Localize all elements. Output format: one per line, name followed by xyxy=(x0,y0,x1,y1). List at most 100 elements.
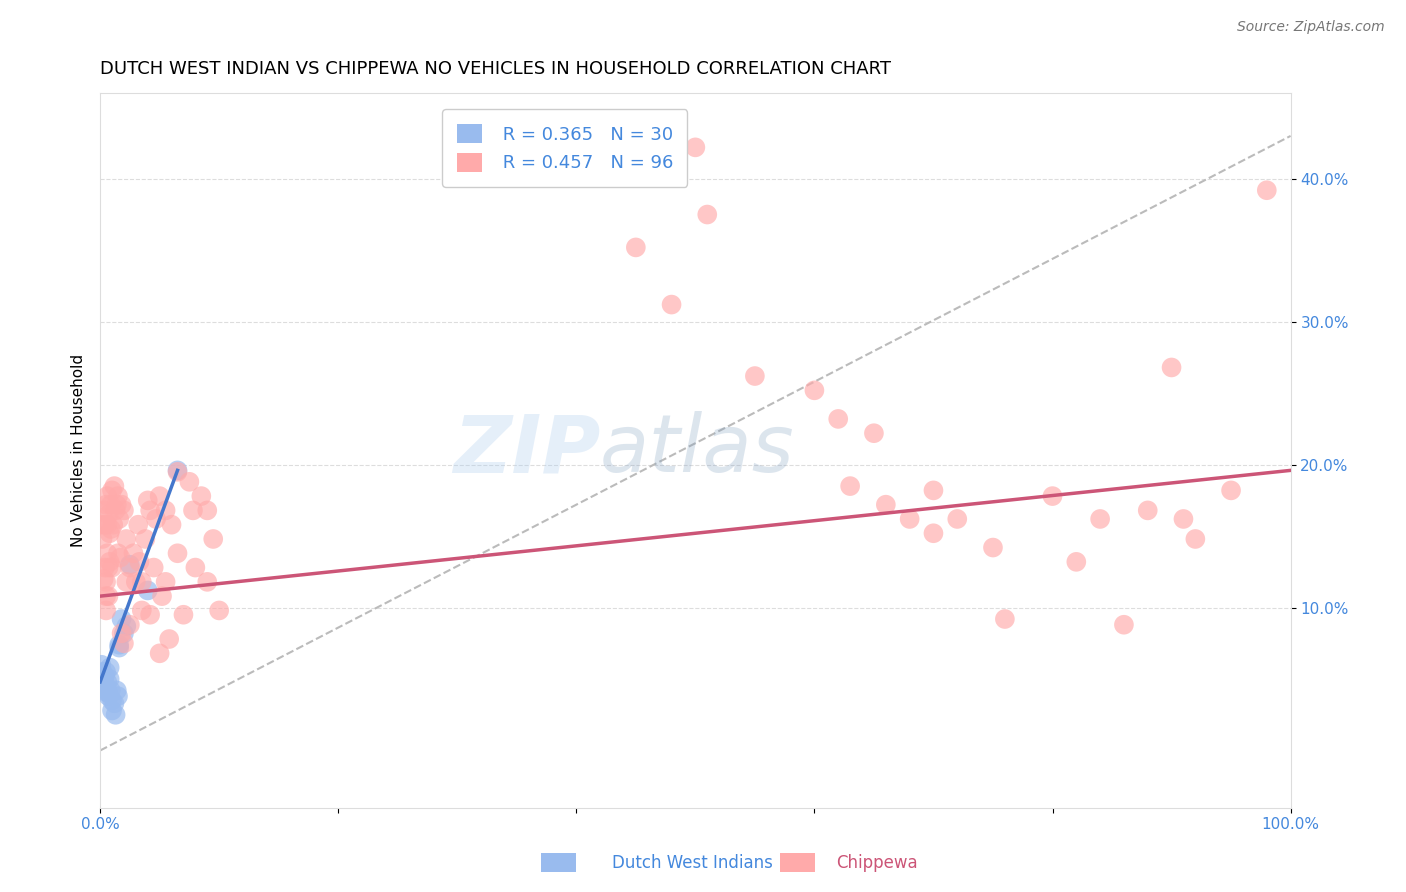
Point xyxy=(1256,183,1278,197)
Point xyxy=(94,679,117,693)
Point xyxy=(94,669,117,683)
Point xyxy=(94,517,117,532)
Point xyxy=(96,546,118,560)
Point xyxy=(112,636,135,650)
Point xyxy=(1136,503,1159,517)
Point xyxy=(145,512,167,526)
Point xyxy=(91,665,114,679)
Point xyxy=(134,532,156,546)
Point xyxy=(839,479,862,493)
Point xyxy=(155,574,177,589)
Point xyxy=(112,626,135,640)
Point xyxy=(96,683,118,698)
Text: atlas: atlas xyxy=(600,411,794,490)
Point xyxy=(94,589,117,603)
Point xyxy=(98,555,121,569)
Point xyxy=(93,672,115,686)
Point xyxy=(827,412,849,426)
Point xyxy=(166,463,188,477)
Point xyxy=(101,693,124,707)
Point xyxy=(97,560,120,574)
Point xyxy=(661,297,683,311)
Point xyxy=(110,498,132,512)
Text: Dutch West Indians: Dutch West Indians xyxy=(612,855,772,872)
Point xyxy=(685,140,707,154)
Point xyxy=(131,603,153,617)
Point xyxy=(128,555,150,569)
Point xyxy=(97,508,120,522)
Point xyxy=(94,560,117,574)
Point xyxy=(100,683,122,698)
Text: Source: ZipAtlas.com: Source: ZipAtlas.com xyxy=(1237,20,1385,34)
Point xyxy=(1160,360,1182,375)
Point xyxy=(898,512,921,526)
Point xyxy=(110,550,132,565)
Text: DUTCH WEST INDIAN VS CHIPPEWA NO VEHICLES IN HOUSEHOLD CORRELATION CHART: DUTCH WEST INDIAN VS CHIPPEWA NO VEHICLE… xyxy=(100,60,891,78)
Point xyxy=(1112,617,1135,632)
Point xyxy=(110,612,132,626)
Point xyxy=(115,619,138,633)
Point xyxy=(863,426,886,441)
Point xyxy=(112,503,135,517)
Point xyxy=(155,503,177,517)
Point xyxy=(105,683,128,698)
Point xyxy=(104,503,127,517)
Point xyxy=(1184,532,1206,546)
Point xyxy=(101,704,124,718)
Point xyxy=(922,526,945,541)
Point xyxy=(115,574,138,589)
Point xyxy=(875,498,897,512)
Point xyxy=(803,384,825,398)
Point xyxy=(136,493,159,508)
Point xyxy=(107,489,129,503)
Point xyxy=(150,589,173,603)
Point xyxy=(142,560,165,574)
Point xyxy=(195,503,218,517)
Point xyxy=(91,532,114,546)
Point xyxy=(101,483,124,498)
Point xyxy=(96,517,118,532)
Text: ZIP: ZIP xyxy=(453,411,600,490)
Point xyxy=(946,512,969,526)
Point xyxy=(107,689,129,703)
Point xyxy=(181,503,204,517)
Point xyxy=(94,681,117,696)
Point xyxy=(136,583,159,598)
Point xyxy=(166,546,188,560)
Point xyxy=(184,560,207,574)
Point xyxy=(104,707,127,722)
Point xyxy=(115,532,138,546)
Point xyxy=(93,503,115,517)
Point xyxy=(110,626,132,640)
Point xyxy=(1220,483,1243,498)
Point xyxy=(96,489,118,503)
Point xyxy=(97,689,120,703)
Point xyxy=(1066,555,1088,569)
Point xyxy=(103,479,125,493)
Point xyxy=(97,686,120,700)
Legend:  R = 0.365   N = 30,  R = 0.457   N = 96: R = 0.365 N = 30, R = 0.457 N = 96 xyxy=(443,109,688,187)
Point xyxy=(994,612,1017,626)
Point xyxy=(101,560,124,574)
Point xyxy=(922,483,945,498)
Point xyxy=(94,665,117,679)
Y-axis label: No Vehicles in Household: No Vehicles in Household xyxy=(72,354,86,547)
Point xyxy=(1042,489,1064,503)
Point xyxy=(90,517,112,532)
Point xyxy=(1088,512,1111,526)
Text: Chippewa: Chippewa xyxy=(837,855,918,872)
Point xyxy=(160,517,183,532)
Point xyxy=(149,646,172,660)
Point xyxy=(94,498,117,512)
Point xyxy=(179,475,201,489)
Point xyxy=(125,574,148,589)
Point xyxy=(93,572,115,586)
Point xyxy=(105,498,128,512)
Point xyxy=(195,574,218,589)
Point xyxy=(107,546,129,560)
Point xyxy=(108,638,131,652)
Point xyxy=(1173,512,1195,526)
Point xyxy=(98,672,121,686)
Point xyxy=(94,685,117,699)
Point xyxy=(624,240,647,254)
